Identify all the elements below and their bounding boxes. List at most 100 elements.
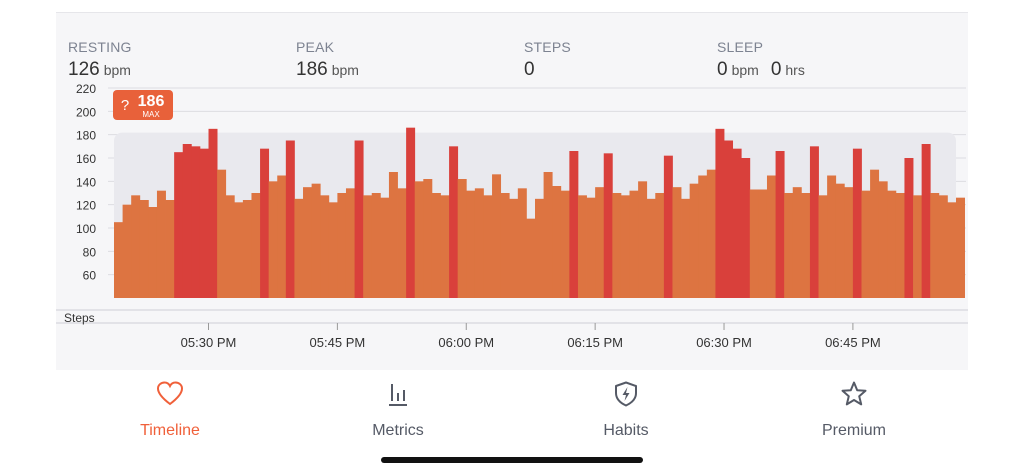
stat-resting: RESTING 126 bpm xyxy=(68,39,143,81)
hr-bar xyxy=(526,218,536,298)
hr-bar xyxy=(629,190,639,298)
hr-bar xyxy=(423,179,433,298)
hr-bar xyxy=(242,200,252,298)
stat-label: RESTING xyxy=(68,39,132,55)
hr-bar xyxy=(500,193,510,298)
hr-bar xyxy=(698,175,708,298)
hr-bar xyxy=(251,193,261,298)
hr-bar xyxy=(732,148,742,298)
hr-bar xyxy=(878,181,888,298)
hr-bar xyxy=(775,151,785,298)
hr-bar xyxy=(947,202,957,298)
hr-bar xyxy=(672,187,682,298)
hr-bar xyxy=(474,188,484,298)
hr-bar xyxy=(122,204,132,298)
hr-bar xyxy=(440,195,450,298)
hr-bar xyxy=(208,128,218,298)
hr-bar xyxy=(217,169,227,298)
hr-bar xyxy=(560,190,570,298)
hr-bar xyxy=(552,186,562,298)
hr-bar xyxy=(835,183,845,298)
y-tick-label: 160 xyxy=(76,152,96,166)
hr-bar xyxy=(766,175,776,298)
heart-rate-chart[interactable]: 60 80 100 120 140 160 180 200 220 Steps 05:30 PM 05… xyxy=(0,0,1024,370)
hr-bar xyxy=(895,193,905,298)
hr-bar xyxy=(509,198,519,298)
hr-bar xyxy=(818,195,828,298)
hr-bar xyxy=(938,195,948,298)
y-tick-label: 220 xyxy=(76,82,96,96)
x-tick-label: 06:30 PM xyxy=(696,335,752,350)
hr-bar xyxy=(268,181,278,298)
hr-bar xyxy=(371,193,381,298)
hr-bar xyxy=(861,190,871,298)
hr-bar xyxy=(388,172,398,298)
tab-label: Premium xyxy=(821,422,886,439)
hr-bar xyxy=(182,144,192,298)
hr-bar xyxy=(620,195,630,298)
help-icon: ? xyxy=(121,97,129,114)
x-tick-label: 05:30 PM xyxy=(181,335,237,350)
hr-bar xyxy=(294,198,304,298)
hr-bar xyxy=(380,197,390,298)
hr-bar xyxy=(131,195,141,298)
hr-bar xyxy=(431,193,441,298)
hr-bar xyxy=(646,198,656,298)
sleep-bpm-value: 0 xyxy=(717,59,728,80)
hr-bar xyxy=(535,198,544,298)
hr-bar xyxy=(844,187,854,298)
max-badge xyxy=(113,90,173,120)
hr-bar xyxy=(715,128,725,298)
stat-label: PEAK xyxy=(296,39,335,55)
hr-bar xyxy=(191,146,201,298)
stat-peak: PEAK 186 bpm xyxy=(296,39,371,81)
hr-bar xyxy=(397,188,407,298)
star-icon xyxy=(841,381,867,406)
hr-bar xyxy=(870,169,880,298)
bar-chart-icon xyxy=(389,384,407,406)
hr-bar xyxy=(569,151,579,298)
stat-sleep: SLEEP 0 bpm 0 hrs xyxy=(717,39,817,81)
tab-habits[interactable]: Habits xyxy=(512,370,740,446)
hr-bar xyxy=(320,195,330,298)
hr-bar xyxy=(913,195,923,298)
hr-bar xyxy=(466,190,476,298)
y-tick-label: 60 xyxy=(83,269,97,283)
y-tick-label: 140 xyxy=(76,175,96,189)
hr-bar xyxy=(199,148,209,298)
hr-bar xyxy=(414,181,424,298)
stat-label: STEPS xyxy=(524,39,571,55)
tab-premium[interactable]: Premium xyxy=(740,370,968,446)
hr-bar xyxy=(681,198,691,298)
hr-bar xyxy=(174,152,184,298)
hr-bar xyxy=(655,193,665,298)
sleep-hrs-unit: hrs xyxy=(785,62,805,78)
hr-bar xyxy=(234,202,244,298)
hr-bar xyxy=(363,195,373,298)
tab-metrics[interactable]: Metrics xyxy=(284,370,512,446)
stat-label: SLEEP xyxy=(717,39,764,55)
hr-bar xyxy=(492,174,502,298)
y-tick-label: 120 xyxy=(76,199,96,213)
resting-unit: bpm xyxy=(103,62,131,78)
tab-timeline[interactable]: Timeline xyxy=(56,370,284,446)
max-badge-label: MAX xyxy=(142,110,160,119)
hr-bar xyxy=(457,179,467,298)
hr-bar xyxy=(612,193,622,298)
hr-bar xyxy=(956,197,965,298)
hr-bar xyxy=(724,140,734,298)
sleep-hrs-value: 0 xyxy=(770,59,782,80)
home-indicator[interactable] xyxy=(381,457,643,463)
tab-bar: Timeline Metrics Habits Premium xyxy=(56,370,968,446)
peak-value: 186 xyxy=(296,59,328,80)
hr-bar xyxy=(449,146,459,298)
y-tick-label: 100 xyxy=(76,222,96,236)
hr-bar xyxy=(577,195,587,298)
hr-bar xyxy=(277,175,287,298)
hr-bar xyxy=(225,195,235,298)
hr-bar xyxy=(345,188,355,298)
hr-bar xyxy=(586,197,596,298)
max-badge-value: 186 xyxy=(138,93,165,110)
x-tick-label: 06:45 PM xyxy=(825,335,881,350)
steps-label: Steps xyxy=(64,311,95,325)
